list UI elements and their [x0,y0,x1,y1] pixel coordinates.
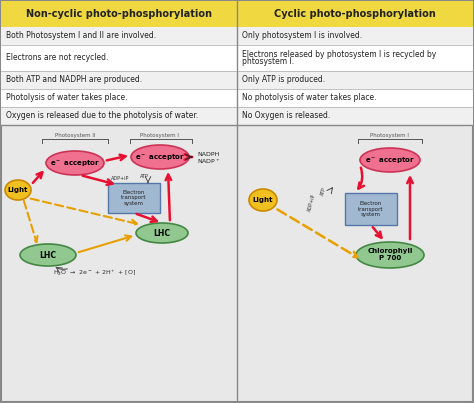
Text: Photosystem II: Photosystem II [55,133,95,138]
Ellipse shape [356,242,424,268]
Text: NADP$^+$: NADP$^+$ [197,158,220,166]
Bar [237,1,473,27]
Ellipse shape [46,151,104,175]
Text: Light: Light [8,187,28,193]
Text: Only photosystem I is involved.: Only photosystem I is involved. [242,31,362,40]
Bar [108,183,160,213]
Text: ADP+iP: ADP+iP [111,176,129,181]
Bar [237,107,473,125]
Ellipse shape [5,180,31,200]
Bar [345,193,397,225]
Bar [237,89,473,107]
Text: Both ATP and NADPH are produced.: Both ATP and NADPH are produced. [6,75,142,85]
Text: phtosystem I.: phtosystem I. [242,57,294,66]
Bar [1,1,237,27]
Bar [1,45,237,71]
Ellipse shape [360,148,420,172]
Text: ATP: ATP [320,186,328,196]
Ellipse shape [136,223,188,243]
Text: Oxygen is released due to the photolysis of water.: Oxygen is released due to the photolysis… [6,112,198,120]
Ellipse shape [20,244,76,266]
Text: e$^-$ acceptor: e$^-$ acceptor [135,152,185,162]
Text: Electrons are not recycled.: Electrons are not recycled. [6,54,109,62]
Text: e$^-$ acceptor: e$^-$ acceptor [365,155,415,165]
Text: Non-cyclic photo-phosphorylation: Non-cyclic photo-phosphorylation [26,9,212,19]
Text: ATP: ATP [140,174,149,179]
Ellipse shape [131,145,189,169]
Text: Only ATP is produced.: Only ATP is produced. [242,75,325,85]
Text: ADP+iP: ADP+iP [307,193,317,212]
Text: Both Photosystem I and II are involved.: Both Photosystem I and II are involved. [6,31,156,40]
Bar [237,27,473,45]
Ellipse shape [249,189,277,211]
Bar [1,89,237,107]
Text: Chlorophyll
P 700: Chlorophyll P 700 [367,249,413,262]
Text: e$^-$ acceptor: e$^-$ acceptor [50,158,100,168]
Text: Light: Light [253,197,273,203]
Text: LHC: LHC [39,251,56,260]
Text: H$_2$O  →  2e$^-$ + 2H$^+$ + [O]: H$_2$O → 2e$^-$ + 2H$^+$ + [O] [54,268,137,278]
Bar [1,27,237,45]
Bar [1,71,237,89]
Bar [237,45,473,71]
Bar [237,71,473,89]
Bar [1,107,237,125]
Text: Electrons released by photosystem I is recycled by: Electrons released by photosystem I is r… [242,50,436,59]
Text: Electron
transport
system: Electron transport system [121,190,147,206]
Text: Photolysis of water takes place.: Photolysis of water takes place. [6,93,128,102]
Text: LHC: LHC [154,229,171,237]
Text: No Oxygen is released.: No Oxygen is released. [242,112,330,120]
Text: No photolysis of water takes place.: No photolysis of water takes place. [242,93,376,102]
Text: Photosystem I: Photosystem I [140,133,180,138]
Text: Electron
transport
system: Electron transport system [358,201,384,217]
Text: NADPH: NADPH [197,152,219,156]
Text: Photosystem I: Photosystem I [371,133,410,138]
Text: Cyclic photo-phosphorylation: Cyclic photo-phosphorylation [274,9,436,19]
